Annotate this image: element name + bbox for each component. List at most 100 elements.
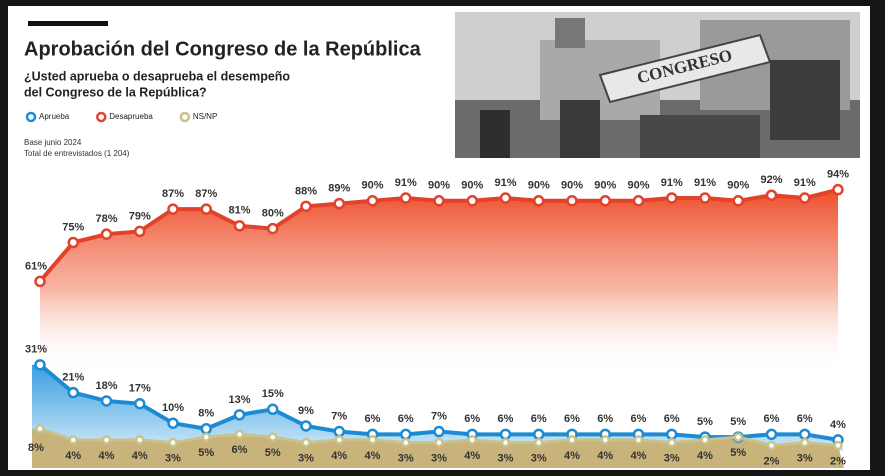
point bbox=[499, 428, 512, 441]
point bbox=[732, 195, 744, 207]
point bbox=[334, 435, 344, 445]
value-label: 4% bbox=[631, 450, 647, 462]
value-label: 4% bbox=[65, 450, 81, 462]
value-label: 91% bbox=[661, 177, 683, 189]
legend-marker bbox=[25, 111, 37, 123]
point bbox=[267, 222, 279, 235]
value-label: 90% bbox=[461, 180, 483, 192]
point bbox=[35, 424, 45, 434]
value-label: 89% bbox=[328, 182, 350, 194]
value-label: 5% bbox=[697, 416, 713, 428]
value-label: 75% bbox=[62, 221, 84, 233]
point bbox=[300, 420, 312, 432]
point bbox=[666, 428, 678, 441]
value-label: 91% bbox=[694, 177, 716, 189]
legend-marker bbox=[179, 111, 191, 123]
legend-marker bbox=[96, 111, 107, 123]
point bbox=[733, 432, 743, 442]
note: Base junio 2024 bbox=[24, 138, 82, 147]
point bbox=[34, 359, 46, 371]
value-label: 3% bbox=[298, 453, 314, 465]
value-label: 13% bbox=[228, 394, 250, 406]
value-label: 6% bbox=[764, 413, 780, 425]
chart-title: Aprobación del Congreso de la República bbox=[24, 38, 422, 60]
value-label: 4% bbox=[99, 450, 115, 462]
point bbox=[200, 203, 212, 215]
point bbox=[765, 428, 778, 441]
value-label: 5% bbox=[730, 447, 746, 459]
point bbox=[201, 432, 211, 442]
point bbox=[667, 437, 677, 448]
value-label: 87% bbox=[195, 188, 217, 200]
point bbox=[234, 429, 245, 440]
value-label: 4% bbox=[830, 419, 846, 431]
point bbox=[267, 403, 279, 416]
value-label: 4% bbox=[464, 450, 480, 462]
value-label: 3% bbox=[531, 453, 547, 465]
point bbox=[833, 440, 843, 451]
value-label: 5% bbox=[730, 416, 746, 428]
point bbox=[500, 437, 511, 448]
value-label: 61% bbox=[25, 260, 47, 272]
point bbox=[534, 437, 544, 448]
point bbox=[632, 195, 645, 207]
value-label: 90% bbox=[528, 180, 550, 192]
point bbox=[100, 395, 113, 407]
point bbox=[101, 435, 112, 445]
value-label: 79% bbox=[129, 210, 151, 222]
point bbox=[400, 428, 412, 441]
value-label: 92% bbox=[760, 174, 782, 186]
point bbox=[499, 192, 512, 204]
point bbox=[567, 435, 577, 445]
point bbox=[700, 435, 710, 445]
point bbox=[466, 195, 478, 207]
value-label: 91% bbox=[395, 177, 417, 189]
value-label: 3% bbox=[431, 453, 447, 465]
value-label: 10% bbox=[162, 402, 184, 414]
point bbox=[599, 195, 611, 207]
point bbox=[135, 435, 145, 445]
point bbox=[134, 225, 146, 238]
value-label: 80% bbox=[262, 208, 284, 220]
value-label: 17% bbox=[129, 383, 151, 395]
value-label: 87% bbox=[162, 188, 184, 200]
photo: CONGRESO bbox=[455, 12, 860, 158]
point bbox=[467, 435, 477, 445]
point bbox=[832, 183, 844, 196]
value-label: 8% bbox=[198, 408, 214, 420]
value-label: 4% bbox=[597, 450, 613, 462]
value-label: 7% bbox=[431, 410, 447, 422]
point bbox=[100, 228, 113, 240]
point bbox=[800, 437, 810, 448]
legend-label: Desaprueba bbox=[109, 112, 153, 121]
note: Total de entrevistados (1 204) bbox=[24, 149, 130, 158]
point bbox=[433, 425, 445, 438]
point bbox=[233, 409, 246, 421]
value-label: 6% bbox=[631, 413, 647, 425]
header-bar bbox=[28, 21, 108, 26]
value-label: 18% bbox=[95, 380, 117, 392]
value-label: 5% bbox=[198, 447, 214, 459]
area bbox=[40, 189, 838, 372]
point bbox=[333, 197, 345, 210]
value-label: 91% bbox=[494, 177, 516, 189]
area bbox=[32, 428, 844, 468]
value-label: 88% bbox=[295, 185, 317, 197]
point bbox=[600, 435, 610, 445]
point bbox=[200, 423, 212, 435]
value-label: 6% bbox=[597, 413, 613, 425]
point bbox=[765, 189, 778, 201]
value-label: 81% bbox=[228, 205, 250, 217]
area bbox=[32, 364, 844, 451]
value-label: 90% bbox=[361, 180, 383, 192]
point bbox=[400, 192, 412, 204]
point bbox=[433, 195, 445, 207]
value-label: 6% bbox=[664, 413, 680, 425]
point bbox=[34, 275, 46, 288]
value-label: 6% bbox=[564, 413, 580, 425]
point bbox=[766, 440, 777, 451]
point bbox=[367, 435, 378, 445]
value-label: 7% bbox=[331, 410, 347, 422]
value-label: 21% bbox=[62, 372, 84, 384]
